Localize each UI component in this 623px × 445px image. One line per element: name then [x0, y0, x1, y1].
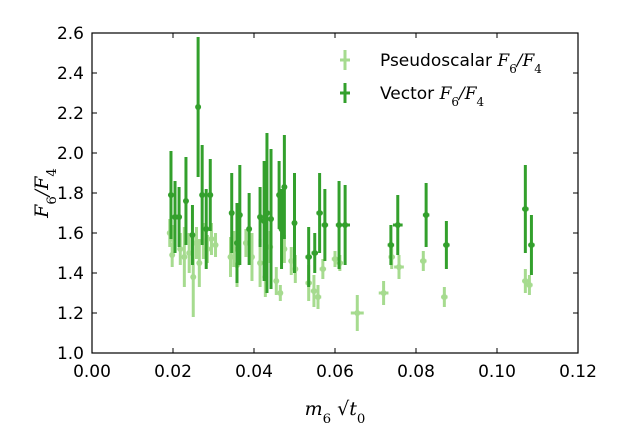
data-point: [316, 210, 323, 216]
data-point: [342, 222, 349, 228]
data-point: [314, 294, 321, 300]
data-point: [176, 214, 183, 220]
x-axis-label: m6 √t0: [305, 398, 366, 427]
data-point: [443, 242, 450, 248]
data-point: [257, 260, 264, 266]
series-vector: [167, 37, 535, 293]
data-point: [169, 252, 176, 258]
data-point: [526, 282, 533, 288]
legend-entry-vector: Vector F6/F4: [340, 83, 484, 109]
y-tick-label: 1.8: [57, 184, 84, 204]
legend: Pseudoscalar F6/F4 Vector F6/F4: [340, 50, 542, 109]
y-axis-label: F6/F4: [31, 168, 60, 219]
data-point: [281, 184, 288, 190]
data-point: [242, 240, 249, 246]
legend-label-vector: Vector F6/F4: [380, 84, 484, 109]
y-tick-label: 1.2: [57, 304, 84, 324]
data-point: [195, 104, 202, 110]
data-point: [228, 210, 235, 216]
data-point: [273, 278, 280, 284]
legend-entry-pseudoscalar: Pseudoscalar F6/F4: [340, 50, 542, 76]
data-point: [277, 290, 284, 296]
x-tick-label: 0.08: [397, 362, 435, 382]
x-tick-label: 0.10: [478, 362, 516, 382]
x-tick-label: 0.12: [559, 362, 597, 382]
data-point: [208, 236, 215, 242]
data-point: [394, 222, 401, 228]
data-point: [522, 206, 529, 212]
data-point: [190, 274, 197, 280]
y-tick-label: 2.6: [57, 24, 84, 44]
y-tick-label: 2.0: [57, 144, 84, 164]
y-tick-label: 2.2: [57, 104, 84, 124]
data-point: [321, 222, 328, 228]
data-point: [522, 278, 529, 284]
x-axis: 0.00 0.02 0.04 0.06 0.08 0.10 0.12: [73, 33, 597, 382]
plot-area: [92, 33, 578, 353]
data-point: [189, 232, 196, 238]
data-point: [177, 246, 184, 252]
data-point: [199, 192, 206, 198]
data-point: [257, 214, 264, 220]
data-point: [167, 192, 174, 198]
x-tick-label: 0.00: [73, 362, 111, 382]
y-tick-label: 1.4: [57, 264, 84, 284]
data-point: [186, 250, 193, 256]
y-tick-label: 2.4: [57, 64, 84, 84]
data-point: [528, 242, 535, 248]
data-point: [182, 198, 189, 204]
data-point: [420, 258, 427, 264]
data-point: [288, 258, 295, 264]
data-point: [268, 216, 275, 222]
data-point: [423, 212, 430, 218]
data-point: [203, 226, 210, 232]
data-point: [332, 256, 338, 262]
data-point: [212, 242, 219, 248]
data-point: [196, 260, 203, 266]
data-point: [311, 250, 318, 256]
y-tick-label: 1.6: [57, 224, 84, 244]
data-point: [236, 212, 243, 218]
data-point: [305, 254, 312, 260]
x-tick-label: 0.02: [154, 362, 192, 382]
data-point: [380, 290, 387, 296]
data-point: [395, 264, 402, 270]
y-tick-label: 1.0: [57, 344, 84, 364]
series-layer: [166, 37, 535, 331]
y-axis: 1.0 1.2 1.4 1.6 1.8 2.0 2.2 2.4 2.6: [57, 24, 578, 364]
data-point: [310, 288, 317, 294]
legend-label-pseudoscalar: Pseudoscalar F6/F4: [380, 51, 542, 76]
data-point: [319, 266, 326, 272]
data-point: [227, 254, 234, 260]
x-tick-label: 0.06: [316, 362, 354, 382]
data-point: [207, 192, 214, 198]
data-point: [387, 242, 394, 248]
data-point: [354, 310, 361, 316]
data-point: [181, 254, 188, 260]
data-point: [263, 210, 270, 216]
x-tick-label: 0.04: [235, 362, 273, 382]
data-point: [291, 220, 298, 226]
data-point: [246, 226, 253, 232]
data-point: [441, 294, 448, 300]
